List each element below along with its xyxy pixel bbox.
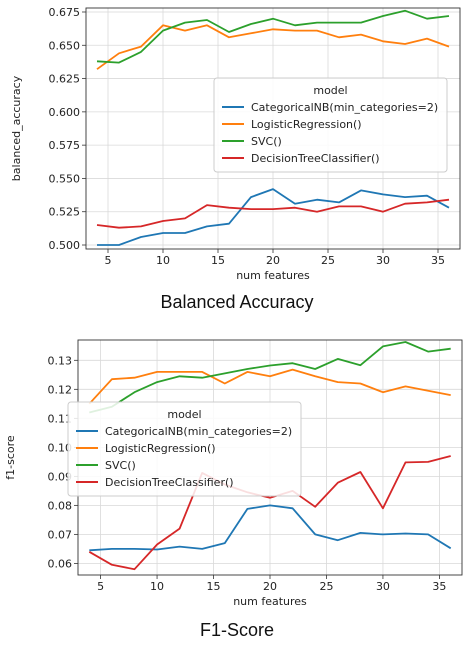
x-axis-label: num features <box>233 595 307 608</box>
x-tick-label: 30 <box>376 254 390 267</box>
y-tick-label: 0.06 <box>48 557 73 570</box>
y-tick-label: 0.575 <box>49 139 81 152</box>
x-tick-label: 35 <box>432 580 446 593</box>
legend-box <box>213 77 448 173</box>
series-line <box>97 188 450 246</box>
legend-title: model <box>167 408 201 421</box>
series-line <box>96 198 450 229</box>
y-tick-label: 0.12 <box>48 383 73 396</box>
legend-entry-label: DecisionTreeClassifier() <box>105 476 234 489</box>
series-line <box>88 368 451 405</box>
series-line <box>88 455 451 571</box>
legend-box <box>67 401 302 497</box>
x-tick-label: 30 <box>376 580 390 593</box>
y-axis-label: f1-score <box>4 435 17 480</box>
y-tick-label: 0.525 <box>49 206 81 219</box>
legend-entry-label: SVC() <box>251 135 282 148</box>
y-tick-label: 0.10 <box>48 441 73 454</box>
y-tick-label: 0.09 <box>48 470 73 483</box>
y-tick-label: 0.625 <box>49 73 81 86</box>
y-tick-label: 0.650 <box>49 39 81 52</box>
x-tick-label: 5 <box>97 580 104 593</box>
y-tick-label: 0.550 <box>49 172 81 185</box>
legend-entry-label: LogisticRegression() <box>251 118 362 131</box>
x-tick-label: 35 <box>431 254 445 267</box>
series-line <box>89 341 451 414</box>
y-axis-label: balanced_accuracy <box>10 75 23 181</box>
y-tick-label: 0.08 <box>48 499 73 512</box>
f1-score-caption: F1-Score <box>199 620 275 640</box>
y-tick-label: 0.07 <box>48 528 73 541</box>
legend-entry-label: CategoricalNB(min_categories=2) <box>251 101 438 114</box>
x-axis-label: num features <box>236 269 310 282</box>
legend-title: model <box>313 84 347 97</box>
x-tick-label: 25 <box>321 254 335 267</box>
series-line <box>96 24 450 70</box>
f1-score-chart: 0.06 0.07 0.08 0.09 0.10 0.11 0.12 0.13 5 10 15 20 2… <box>4 339 463 608</box>
x-tick-label: 10 <box>156 254 170 267</box>
x-tick-label: 5 <box>105 254 112 267</box>
legend-entry-label: CategoricalNB(min_categories=2) <box>105 425 292 438</box>
legend-entry-label: SVC() <box>105 459 136 472</box>
y-tick-label: 0.13 <box>48 354 73 367</box>
x-tick-label: 10 <box>150 580 164 593</box>
x-tick-label: 15 <box>211 254 225 267</box>
x-tick-label: 15 <box>207 580 221 593</box>
plot-frame <box>85 7 461 250</box>
y-tick-label: 0.11 <box>48 412 73 425</box>
x-tick-label: 20 <box>263 580 277 593</box>
y-tick-label: 0.675 <box>49 6 81 19</box>
x-tick-label: 20 <box>266 254 280 267</box>
y-tick-label: 0.500 <box>49 239 81 252</box>
legend-entry-label: DecisionTreeClassifier() <box>251 152 380 165</box>
legend-entry-label: LogisticRegression() <box>105 442 216 455</box>
y-tick-label: 0.600 <box>49 106 81 119</box>
series-line <box>96 9 450 64</box>
balanced-accuracy-chart: 0.500 0.525 0.550 0.575 0.600 0.625 0.650 0.675… <box>10 6 461 282</box>
x-tick-label: 25 <box>319 580 333 593</box>
balanced-accuracy-caption: Balanced Accuracy <box>160 292 314 312</box>
series-line <box>89 504 452 552</box>
